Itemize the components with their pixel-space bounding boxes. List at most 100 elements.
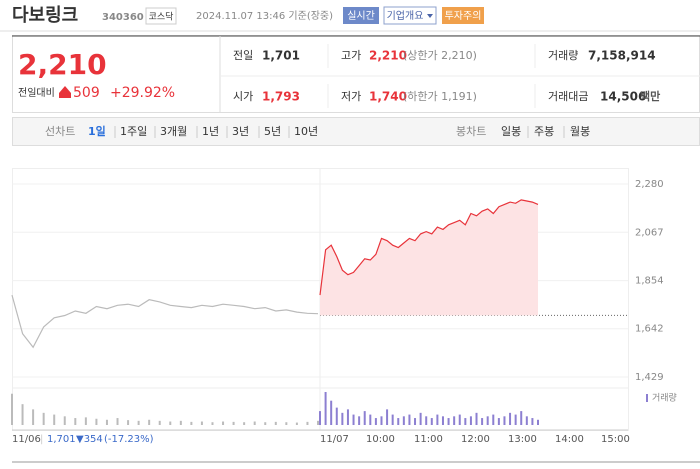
volume-bar xyxy=(324,392,327,425)
chart: 1,429 1,642 1,854 2,067 2,280 거래량 11/06 11/07 10… xyxy=(11,168,677,445)
summary-value: 7,158,914 xyxy=(588,49,656,63)
volume-bar xyxy=(374,418,377,425)
volume-bar xyxy=(391,414,394,425)
volume-bar xyxy=(346,409,349,425)
footer-close: 1,701 xyxy=(47,434,76,445)
volume-bar xyxy=(441,416,444,425)
footer-change: ▼354 xyxy=(76,434,103,445)
tab[interactable]: 주봉 xyxy=(534,125,554,138)
volume-bar xyxy=(408,414,411,425)
volume-bar xyxy=(21,404,24,425)
volume-bar xyxy=(503,416,506,425)
tab-label: 봉차트 xyxy=(456,125,486,138)
volume-bar xyxy=(369,414,372,425)
price-line xyxy=(11,294,319,349)
change-pct: +29.92% xyxy=(110,85,175,101)
badge-text[interactable]: 기업개요 xyxy=(387,9,424,22)
volume-bar xyxy=(386,409,389,425)
volume-bar xyxy=(285,422,288,425)
summary-value: 2,210 xyxy=(369,49,407,63)
volume-bar xyxy=(95,418,98,425)
summary-label: 고가 xyxy=(341,49,361,62)
volume-bar xyxy=(525,416,528,425)
volume-bar xyxy=(497,418,500,425)
change-label: 전일대비 xyxy=(18,87,55,99)
volume-bar xyxy=(469,416,472,425)
summary-unit: 백만 xyxy=(640,89,660,103)
volume-bar xyxy=(363,411,366,425)
x-tick-label: 10:00 xyxy=(366,434,395,445)
summary-table: 전일 1,701 고가 2,210(상한가 2,210) 거래량 7,158,914 시가 1… xyxy=(233,48,660,104)
volume-bar xyxy=(430,418,433,425)
tab[interactable]: 5년 xyxy=(264,125,281,138)
volume-bar xyxy=(537,419,539,425)
tab[interactable]: 3년 xyxy=(232,125,249,138)
volume-bar xyxy=(380,416,383,425)
area xyxy=(320,199,538,316)
volume-bar xyxy=(169,421,172,425)
tab[interactable]: 3개월 xyxy=(160,125,187,138)
tab[interactable]: 1년 xyxy=(202,125,219,138)
x-tick-label: 15:00 xyxy=(601,434,630,445)
x-tick-label: 11/06 xyxy=(12,434,41,445)
footer-sep: | xyxy=(40,434,43,445)
summary-label: 전일 xyxy=(233,48,253,62)
volume-bar xyxy=(447,418,450,425)
tab[interactable]: 10년 xyxy=(294,125,318,138)
badge[interactable] xyxy=(383,6,437,25)
tab[interactable]: 일봉 xyxy=(501,124,521,138)
tab[interactable]: 월봉 xyxy=(570,125,590,138)
footer-change-pct: (-17.23%) xyxy=(104,434,154,445)
volume-bar xyxy=(509,412,512,425)
tab-bar xyxy=(12,117,700,146)
summary-value: 1,701 xyxy=(262,49,300,63)
volume-bar xyxy=(148,419,151,425)
tab[interactable]: 1주일 xyxy=(120,124,147,138)
y-tick-label: 2,067 xyxy=(635,227,664,238)
volume-bar xyxy=(306,421,309,425)
badge[interactable] xyxy=(343,7,379,24)
volume-bar xyxy=(158,420,161,425)
volume-bar xyxy=(514,414,517,425)
x-tick-label: 12:00 xyxy=(461,434,490,445)
volume-bar xyxy=(352,414,355,425)
volume-bar xyxy=(32,409,35,425)
volume-bar xyxy=(520,411,523,425)
x-tick-label: 11/07 xyxy=(320,434,349,445)
volume-bar xyxy=(127,420,130,425)
volume-bar xyxy=(179,420,182,425)
volume-bar xyxy=(458,414,461,425)
y-tick-label: 1,429 xyxy=(635,372,664,383)
volume-bar xyxy=(436,414,439,425)
y-tick-label: 1,642 xyxy=(635,324,664,335)
summary-value: 14,506 xyxy=(600,90,646,104)
summary-note: (하한가 1,191) xyxy=(403,89,477,103)
badge xyxy=(442,7,484,24)
summary-label: 저가 xyxy=(341,90,361,103)
tab[interactable]: 1일 xyxy=(88,124,106,138)
badge-text[interactable]: 실시간 xyxy=(347,10,375,22)
y-tick-label: 2,280 xyxy=(635,179,664,190)
market: 코스닥 xyxy=(149,12,174,23)
volume-bar xyxy=(397,418,400,425)
volume-legend-mark xyxy=(646,394,648,402)
volume-bar xyxy=(486,416,489,425)
volume-bar xyxy=(232,421,235,425)
volume-bar xyxy=(264,422,267,425)
dropdown-arrow xyxy=(427,14,433,18)
change: 509 xyxy=(73,85,100,101)
volume-bar xyxy=(200,421,203,425)
tab-label: 선차트 xyxy=(45,125,75,138)
volume-bar xyxy=(475,412,478,425)
up-icon xyxy=(59,86,71,98)
volume-bar xyxy=(358,416,361,425)
volume-bar xyxy=(481,418,484,425)
volume-legend: 거래량 xyxy=(652,392,677,404)
volume-bar xyxy=(63,416,66,425)
summary-value: 1,793 xyxy=(262,90,300,104)
time: 2024.11.07 13:46 기준(장중) xyxy=(196,10,333,22)
volume-bar xyxy=(330,400,333,425)
volume-bar xyxy=(341,412,344,425)
volume-bar xyxy=(211,422,214,425)
